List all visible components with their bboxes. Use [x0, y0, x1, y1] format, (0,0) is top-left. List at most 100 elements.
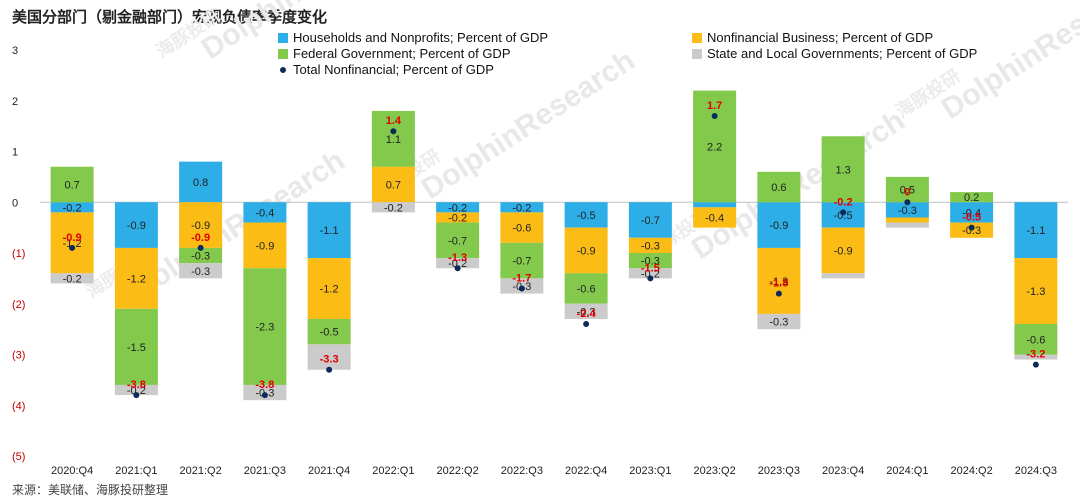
segment-value-label: 0.2: [964, 192, 979, 204]
segment-value-label: 0.7: [386, 179, 401, 191]
legend-swatch: [692, 33, 702, 43]
bar-segment: [179, 202, 223, 248]
total-point: [326, 366, 333, 373]
bar-segment: [693, 202, 737, 208]
segment-value-label: -0.2: [448, 258, 467, 270]
segment-value-label: -0.5: [577, 210, 596, 222]
segment-value-label: -0.4: [705, 212, 724, 224]
bar-segment: [436, 222, 480, 259]
segment-value-label: 2.2: [707, 141, 722, 153]
bar-segment: [564, 227, 608, 274]
segment-value-label: -0.2: [63, 273, 82, 285]
segment-value-label: -0.3: [191, 266, 210, 278]
y-tick-label: 0: [12, 197, 18, 209]
segment-value-label: -0.3: [769, 317, 788, 329]
segment-value-label: -0.3: [641, 256, 660, 268]
bar-segment: [1014, 324, 1058, 355]
bar-segment: [243, 268, 287, 385]
x-category-label: 2022:Q4: [565, 465, 607, 477]
bar-segment: [885, 202, 929, 218]
segment-value-label: -0.9: [191, 220, 210, 232]
segment-value-label: -1.1: [1026, 225, 1045, 237]
total-value-label: -3.3: [320, 354, 339, 366]
bar-segment: [179, 161, 223, 203]
bar-segment: [371, 202, 415, 213]
legend-label: Households and Nonprofits; Percent of GD…: [293, 30, 548, 45]
total-value-label: -1.5: [641, 262, 660, 274]
segment-value-label: -1.5: [127, 342, 146, 354]
x-category-label: 2024:Q1: [886, 465, 928, 477]
segment-value-label: -0.3: [191, 251, 210, 263]
x-category-label: 2021:Q1: [115, 465, 157, 477]
segment-value-label: -0.3: [962, 225, 981, 237]
total-point: [69, 244, 76, 251]
bar-segment: [628, 237, 672, 253]
segment-value-label: -0.2: [127, 385, 146, 397]
y-tick-label: (1): [12, 248, 25, 260]
bar-segment: [436, 202, 480, 213]
segment-value-label: -1.2: [63, 238, 82, 250]
segment-value-label: -0.3: [577, 306, 596, 318]
segment-value-label: 0.7: [64, 179, 79, 191]
segment-value-label: -0.4: [962, 207, 981, 219]
bar-segment: [50, 273, 94, 284]
segment-value-label: -0.5: [834, 210, 853, 222]
y-tick-label: (2): [12, 299, 25, 311]
y-tick-label: (3): [12, 350, 25, 362]
bar-segment: [628, 268, 672, 279]
bar-segment: [114, 247, 158, 309]
bar-segment: [628, 202, 672, 238]
bar-segment: [757, 171, 801, 203]
bar-segment: [243, 202, 287, 223]
total-point: [390, 128, 397, 135]
source-note: 来源：美联储、海豚投研整理: [12, 483, 169, 497]
y-tick-label: 2: [12, 96, 18, 108]
segment-value-label: -0.2: [384, 202, 403, 214]
bar-segment: [307, 344, 351, 370]
legend-label: Nonfinancial Business; Percent of GDP: [707, 30, 933, 45]
bar-segment: [179, 247, 223, 264]
x-category-label: 2023:Q3: [758, 465, 800, 477]
x-category-label: 2024:Q3: [1015, 465, 1057, 477]
bar-segment: [500, 212, 544, 243]
total-point: [775, 290, 782, 297]
x-category-label: 2022:Q1: [372, 465, 414, 477]
total-value-label: -3.8: [255, 379, 274, 391]
x-category-label: 2021:Q4: [308, 465, 350, 477]
segment-value-label: -0.5: [320, 327, 339, 339]
total-value-label: -2.4: [577, 308, 597, 320]
legend-label: State and Local Governments; Percent of …: [707, 46, 977, 61]
bar-segment: [371, 166, 415, 203]
bar-segment: [114, 308, 158, 385]
segment-value-label: 0.8: [193, 177, 208, 189]
total-point: [840, 209, 847, 216]
bar-segment: [821, 273, 865, 279]
total-value-label: -3.8: [127, 379, 146, 391]
segment-value-label: -0.9: [834, 245, 853, 257]
total-point: [583, 321, 590, 328]
bar-segment: [564, 202, 608, 228]
segment-value-label: -0.7: [448, 235, 467, 247]
total-value-label: 1.4: [386, 115, 402, 127]
total-point: [968, 224, 975, 231]
bar-segment: [50, 212, 94, 274]
bar-segment: [1014, 202, 1058, 259]
bar-segment: [50, 202, 94, 213]
total-point: [904, 199, 911, 206]
total-value-label: 0: [904, 186, 910, 198]
y-tick-label: (5): [12, 451, 25, 463]
segment-value-label: -0.4: [255, 207, 274, 219]
total-value-label: 1.7: [707, 100, 722, 112]
segment-value-label: -0.2: [448, 202, 467, 214]
bar-segment: [500, 202, 544, 213]
segment-value-label: -0.6: [577, 284, 596, 296]
bar-segment: [885, 176, 929, 203]
total-value-label: -0.2: [834, 196, 853, 208]
bar-segment: [243, 222, 287, 269]
segment-value-label: 0.5: [900, 185, 915, 197]
x-category-label: 2022:Q3: [501, 465, 543, 477]
total-point: [1032, 361, 1039, 368]
bar-segment: [114, 202, 158, 248]
